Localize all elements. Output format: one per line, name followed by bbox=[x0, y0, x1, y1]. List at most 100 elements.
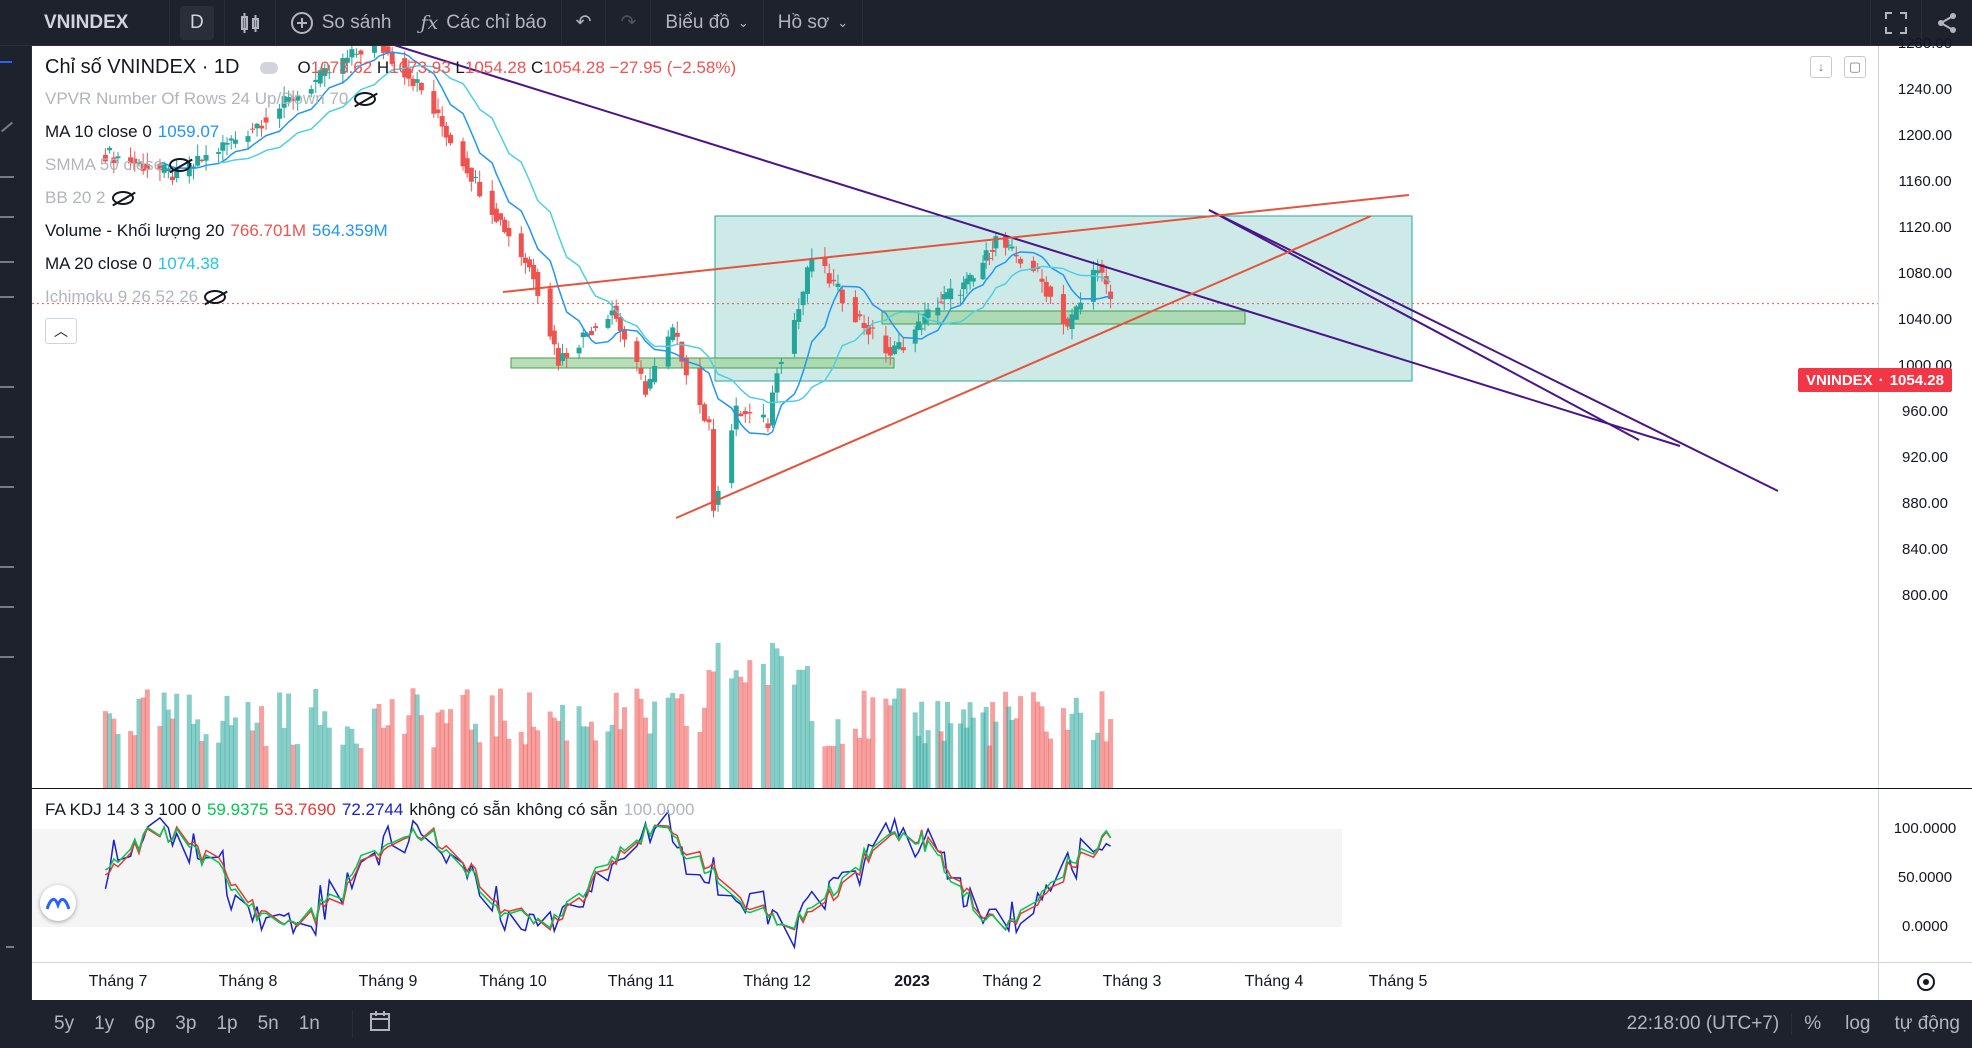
legend-volume[interactable]: Volume - Khối lượng 20 766.701M 564.359M bbox=[45, 221, 388, 241]
volume-bar bbox=[778, 656, 784, 788]
fullscreen-button[interactable] bbox=[1870, 0, 1921, 46]
legend-ma10[interactable]: MA 10 close 0 1059.07 bbox=[45, 122, 219, 142]
hidden-eye-icon[interactable] bbox=[111, 191, 134, 205]
redo-icon: ↷ bbox=[620, 12, 637, 33]
percent-scale-button[interactable]: % bbox=[1804, 1013, 1822, 1034]
volume-bar bbox=[564, 740, 570, 788]
hidden-eye-icon[interactable] bbox=[354, 92, 377, 106]
chart-menu-button[interactable]: Biểu đồ ⌄ bbox=[651, 0, 764, 46]
volume-bar bbox=[870, 697, 876, 788]
kdj-k-line bbox=[104, 822, 1112, 931]
candle-body bbox=[216, 152, 222, 154]
candles-icon bbox=[240, 12, 259, 33]
candle-body bbox=[967, 274, 973, 281]
legend-vpvr[interactable]: VPVR Number Of Rows 24 Up/Down 70 bbox=[45, 89, 377, 109]
pattern-tool-icon[interactable] bbox=[0, 216, 14, 218]
volume-bar bbox=[986, 745, 992, 788]
time-axis[interactable]: Tháng 7 Tháng 8 Tháng 9 Tháng 10 Tháng 11 Thá… bbox=[32, 962, 1878, 1000]
vpvr-label: VPVR Number Of Rows 24 Up/Down 70 bbox=[45, 89, 349, 108]
goto-date-button[interactable] bbox=[351, 1010, 391, 1038]
range-button-1p[interactable]: 1p bbox=[216, 1013, 238, 1034]
candle-body bbox=[161, 164, 167, 173]
interval-button[interactable]: D bbox=[170, 0, 225, 46]
candle-body bbox=[957, 294, 963, 296]
pane-separator[interactable] bbox=[32, 788, 1972, 789]
magnet-tool-icon[interactable] bbox=[0, 486, 14, 488]
range-button-1y[interactable]: 1y bbox=[94, 1013, 115, 1034]
volume-bar bbox=[308, 707, 314, 788]
volume-bar bbox=[643, 717, 649, 788]
zoom-tool-icon[interactable] bbox=[0, 436, 14, 438]
compare-button[interactable]: So sánh bbox=[276, 0, 407, 46]
main-chart-pane[interactable]: Chỉ số VNINDEX · 1D O1073.62 H1073.93 L1… bbox=[32, 46, 1878, 788]
range-button-3p[interactable]: 3p bbox=[175, 1013, 197, 1034]
volume-bar bbox=[448, 709, 453, 788]
text-tool-icon[interactable] bbox=[0, 296, 14, 298]
redo-button[interactable]: ↷ bbox=[606, 0, 652, 46]
volume-bar bbox=[547, 711, 553, 788]
lock-tool-icon[interactable] bbox=[0, 566, 14, 568]
range-button-5y[interactable]: 5y bbox=[54, 1013, 75, 1034]
volume-bar bbox=[522, 744, 528, 788]
log-scale-button[interactable]: log bbox=[1845, 1013, 1871, 1034]
volume-bar bbox=[1108, 718, 1114, 788]
indicators-button[interactable]: ƒx Các chỉ báo bbox=[406, 0, 562, 46]
candle-body bbox=[295, 95, 301, 101]
kdj-legend[interactable]: FA KDJ 14 3 3 100 0 59.9375 53.7690 72.2… bbox=[45, 800, 695, 820]
undo-button[interactable]: ↶ bbox=[562, 0, 607, 46]
symbol-search[interactable]: VNINDEX bbox=[0, 0, 170, 46]
collapse-legend-button[interactable]: ︿ bbox=[45, 318, 77, 344]
smma-label: SMMA 50 close bbox=[45, 155, 164, 174]
legend-bb[interactable]: BB 20 2 bbox=[45, 188, 134, 208]
volume-bar bbox=[263, 745, 269, 788]
price-tick-label: 880.00 bbox=[1902, 495, 1948, 512]
hidden-eye-icon[interactable] bbox=[169, 158, 192, 172]
tradingview-logo[interactable] bbox=[40, 885, 76, 921]
price-tick-label: 1200.00 bbox=[1897, 127, 1953, 144]
gear-icon[interactable] bbox=[1879, 963, 1972, 1001]
collapse-toolbar-icon[interactable] bbox=[6, 946, 14, 948]
candle-body bbox=[389, 52, 395, 64]
hidden-eye-icon[interactable] bbox=[204, 290, 227, 304]
settings-corner[interactable] bbox=[1878, 962, 1972, 1000]
legend-smma[interactable]: SMMA 50 close bbox=[45, 155, 192, 175]
range-button-1n[interactable]: 1n bbox=[298, 1013, 320, 1034]
visibility-tool-icon[interactable] bbox=[0, 606, 14, 608]
auto-scale-button[interactable]: tự động bbox=[1894, 1013, 1960, 1034]
price-axis[interactable]: 1280.00 1240.00 1200.00 1160.00 1120.00 1080.… bbox=[1878, 35, 1972, 788]
share-button[interactable] bbox=[1921, 0, 1972, 46]
trendline-tool-icon[interactable] bbox=[0, 121, 14, 133]
candle-body bbox=[263, 117, 269, 123]
scroll-down-button[interactable]: ↓ bbox=[1810, 56, 1832, 78]
volume-bar bbox=[1013, 718, 1019, 788]
measure-tool-icon[interactable] bbox=[0, 386, 14, 388]
minus-icon[interactable] bbox=[259, 61, 278, 74]
range-button-5n[interactable]: 5n bbox=[257, 1013, 279, 1034]
volume-bar bbox=[115, 734, 121, 788]
main-chart-svg[interactable] bbox=[32, 46, 1878, 788]
profile-menu-button[interactable]: Hồ sơ ⌄ bbox=[764, 0, 864, 46]
legend-ichimoku[interactable]: Ichimoku 9 26 52 26 bbox=[45, 287, 227, 307]
candle-body bbox=[922, 313, 928, 324]
volume-bar bbox=[1048, 738, 1054, 788]
kdj-chart-svg[interactable] bbox=[32, 789, 1878, 962]
volume-bar bbox=[1039, 706, 1045, 788]
kdj-pane[interactable]: FA KDJ 14 3 3 100 0 59.9375 53.7690 72.2… bbox=[32, 789, 1878, 962]
trash-tool-icon[interactable] bbox=[0, 656, 14, 658]
compare-label: So sánh bbox=[321, 11, 392, 33]
range-button-6p[interactable]: 6p bbox=[134, 1013, 156, 1034]
candle-body bbox=[948, 288, 954, 300]
fib-tool-icon[interactable] bbox=[0, 176, 14, 178]
clock-readout[interactable]: 22:18:00 (UTC+7) bbox=[1615, 1013, 1793, 1035]
volume-bar bbox=[555, 721, 561, 788]
maximize-pane-button[interactable]: ▢ bbox=[1844, 56, 1866, 78]
cursor-tool-icon[interactable] bbox=[0, 61, 12, 63]
legend-ma20[interactable]: MA 20 close 0 1074.38 bbox=[45, 254, 219, 274]
candle-body bbox=[865, 324, 871, 335]
brush-tool-icon[interactable] bbox=[0, 261, 14, 263]
chart-type-button[interactable] bbox=[225, 0, 276, 46]
candle-body bbox=[157, 163, 163, 171]
candle-body bbox=[493, 208, 499, 222]
kdj-axis[interactable]: 100.0000 50.0000 0.0000 bbox=[1878, 789, 1972, 962]
candle-body bbox=[313, 79, 319, 83]
